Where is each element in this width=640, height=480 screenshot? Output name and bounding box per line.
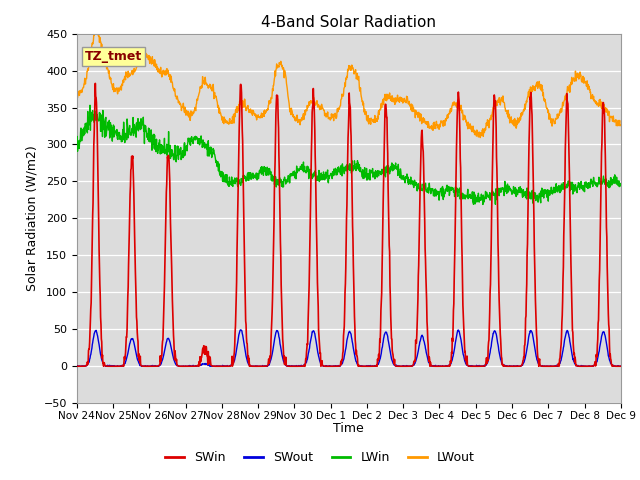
X-axis label: Time: Time bbox=[333, 422, 364, 435]
Text: TZ_tmet: TZ_tmet bbox=[85, 50, 142, 63]
Legend: SWin, SWout, LWin, LWout: SWin, SWout, LWin, LWout bbox=[160, 446, 480, 469]
Title: 4-Band Solar Radiation: 4-Band Solar Radiation bbox=[261, 15, 436, 30]
Y-axis label: Solar Radiation (W/m2): Solar Radiation (W/m2) bbox=[25, 145, 38, 291]
